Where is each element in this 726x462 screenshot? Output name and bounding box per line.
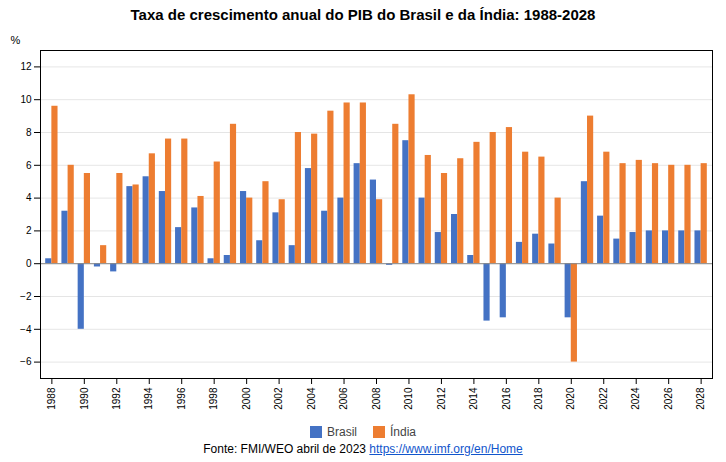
svg-text:2008: 2008 — [371, 387, 382, 410]
svg-text:0: 0 — [26, 258, 32, 269]
html-text:Brasil: Brasil — [327, 425, 357, 439]
svg-text:2004: 2004 — [306, 387, 317, 410]
svg-text:4: 4 — [26, 192, 32, 203]
html-text:Índia: Índia — [390, 425, 416, 439]
html-text:Fonte: FMI/WEO abril de 2023 h: Fonte: FMI/WEO abril de 2023 https://www… — [203, 442, 523, 456]
svg-text:2024: 2024 — [630, 387, 641, 410]
svg-text:2014: 2014 — [468, 387, 479, 410]
svg-text:1994: 1994 — [143, 387, 154, 410]
svg-text:2016: 2016 — [501, 387, 512, 410]
svg-text:2020: 2020 — [565, 387, 576, 410]
svg-text:2: 2 — [26, 225, 32, 236]
svg-text:2000: 2000 — [241, 387, 252, 410]
svg-text:2006: 2006 — [338, 387, 349, 410]
svg-text:−6: −6 — [20, 356, 32, 367]
svg-text:2026: 2026 — [663, 387, 674, 410]
svg-text:2022: 2022 — [598, 387, 609, 410]
svg-text:8: 8 — [26, 127, 32, 138]
svg-text:10: 10 — [20, 94, 32, 105]
svg-text:12: 12 — [20, 61, 32, 72]
svg-text:2028: 2028 — [695, 387, 706, 410]
svg-text:−2: −2 — [20, 291, 32, 302]
svg-text:−4: −4 — [20, 324, 32, 335]
svg-text:2012: 2012 — [436, 387, 447, 410]
svg-text:2010: 2010 — [403, 387, 414, 410]
svg-text:1996: 1996 — [176, 387, 187, 410]
svg-text:1990: 1990 — [79, 387, 90, 410]
svg-text:2002: 2002 — [273, 387, 284, 410]
svg-text:1988: 1988 — [46, 387, 57, 410]
svg-text:2018: 2018 — [533, 387, 544, 410]
svg-text:1992: 1992 — [111, 387, 122, 410]
svg-text:6: 6 — [26, 160, 32, 171]
svg-text:%: % — [11, 34, 21, 46]
svg-text:1998: 1998 — [208, 387, 219, 410]
html-text:Taxa de crescimento anual do P: Taxa de crescimento anual do PIB do Bras… — [130, 6, 596, 23]
